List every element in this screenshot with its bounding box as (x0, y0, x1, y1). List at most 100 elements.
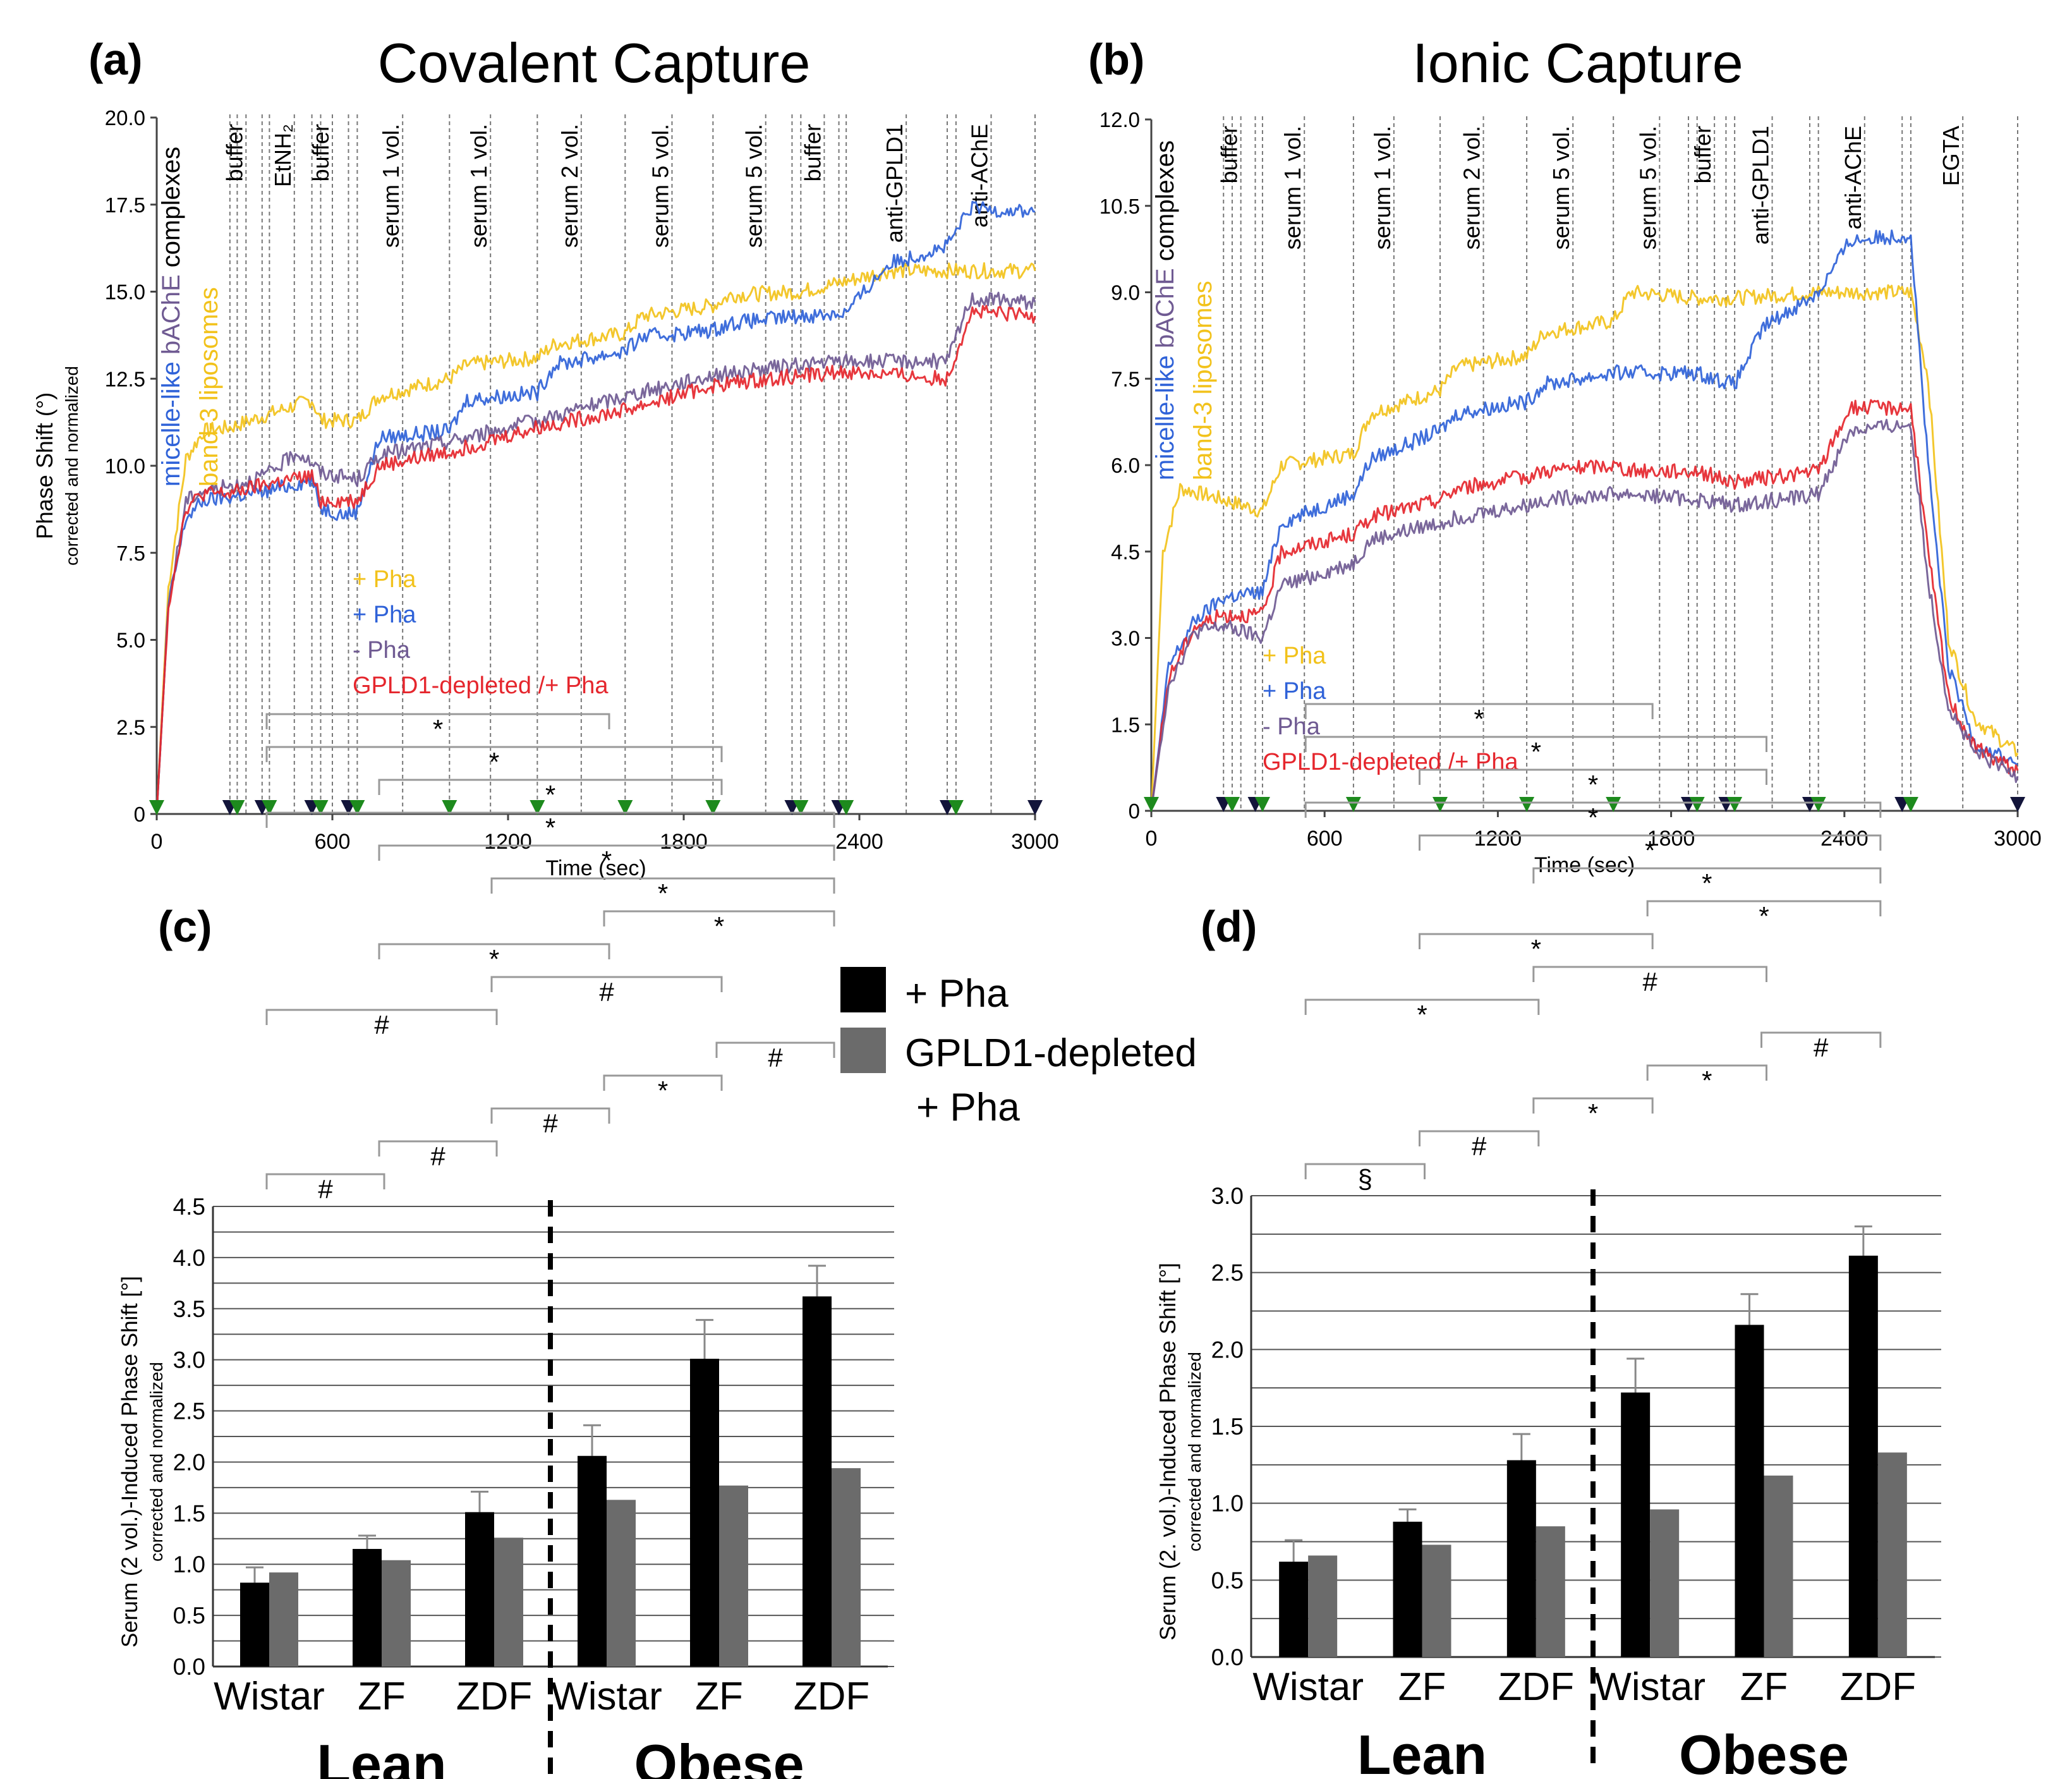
event-label: serum 1 vol. (466, 124, 492, 248)
x-tick-label: 3000 (1011, 830, 1059, 854)
y-tick-label: 4.5 (173, 1194, 205, 1220)
significance-label: * (489, 747, 499, 777)
y-axis-label: Serum (2. vol.)-Induced Phase Shift [°] (1156, 1263, 1180, 1641)
significance-label: * (1702, 1066, 1712, 1095)
x-tick-label: 0 (151, 830, 163, 854)
y-tick-label: 15.0 (105, 281, 145, 304)
x-tick-label: 1200 (484, 830, 532, 854)
group-label-lean: Lean (317, 1733, 446, 1779)
y-tick-label: 0.5 (173, 1603, 205, 1629)
bar-pha (578, 1455, 607, 1667)
bar-pha (1848, 1255, 1878, 1657)
significance-bracket (1419, 768, 1767, 785)
y-tick-label: 1.5 (173, 1500, 205, 1526)
bar-gpld1-depleted (494, 1538, 523, 1667)
legend-swatch-pha (840, 967, 886, 1012)
significance-label: # (543, 1108, 558, 1138)
series-line-gpld1-depleted-pha (155, 305, 1036, 815)
bar-pha (803, 1296, 832, 1667)
significance-label: * (602, 846, 612, 875)
bar-gpld1-depleted (1422, 1545, 1451, 1657)
y-axis-sublabel: corrected and normalized (147, 1362, 166, 1562)
legend-swatch-gpld1 (840, 1028, 886, 1073)
significance-bracket (1760, 1031, 1882, 1048)
bar-pha (465, 1512, 494, 1667)
event-label: EtNH₂ (270, 124, 296, 187)
event-marker-triangle (1519, 797, 1535, 812)
bar-gpld1-depleted (1877, 1452, 1907, 1657)
category-label: Wistar (551, 1675, 662, 1718)
y-tick-label: 4.5 (1111, 540, 1140, 564)
significance-bracket (265, 1173, 385, 1189)
y-tick-label: 7.5 (1111, 367, 1140, 391)
significance-bracket (1419, 834, 1882, 851)
legend-entry: - Pha (353, 637, 411, 664)
group-label-obese: Obese (1679, 1723, 1849, 1779)
category-label: ZF (358, 1675, 406, 1718)
category-label: ZF (695, 1675, 743, 1718)
significance-label: # (599, 977, 614, 1007)
series-line-gpld1-depleted-pha (1150, 399, 2019, 811)
event-marker-triangle (313, 800, 329, 815)
x-tick-label: 1800 (660, 830, 708, 854)
y-tick-label: 5.0 (116, 629, 145, 652)
significance-label: * (1417, 1000, 1427, 1029)
y-tick-label: 9.0 (1111, 281, 1140, 305)
y-axis-sublabel: corrected and normalized (62, 366, 82, 566)
significance-label: # (1472, 1131, 1487, 1161)
legend-entry: GPLD1-depleted /+ Pha (1263, 749, 1518, 775)
legend-entry: + Pha (353, 602, 416, 628)
category-label: ZDF (1840, 1665, 1917, 1709)
legend-entry: + Pha (1263, 643, 1326, 669)
bar-pha (240, 1582, 269, 1667)
event-marker-triangle (1727, 797, 1743, 812)
y-tick-label: 6.0 (1111, 454, 1140, 477)
significance-label: * (489, 944, 499, 974)
group-label-obese: Obese (634, 1733, 804, 1779)
event-marker-triangle (1689, 797, 1705, 812)
y-tick-label: 12.0 (1100, 108, 1140, 131)
event-label: anti-AChE (1840, 126, 1866, 229)
group-label-lean: Lean (1357, 1723, 1487, 1779)
y-tick-label: 0.5 (1211, 1567, 1244, 1593)
bar-gpld1-depleted (607, 1500, 636, 1667)
significance-label: * (1759, 901, 1769, 931)
y-tick-label: 3.5 (173, 1296, 205, 1322)
significance-label: * (1702, 868, 1712, 898)
bar-gpld1-depleted (719, 1485, 748, 1667)
panel-letter: (d) (1201, 902, 1257, 951)
x-axis-label: Time (sec) (1534, 853, 1635, 877)
significance-label: * (545, 813, 555, 842)
bar-gpld1-depleted (1764, 1475, 1793, 1657)
vertical-label-part: complexes (157, 147, 185, 267)
significance-bracket (1304, 736, 1767, 752)
significance-bracket (715, 1041, 835, 1058)
event-label: serum 5 vol. (647, 124, 673, 248)
event-label: serum 5 vol. (1635, 126, 1661, 250)
bar-pha (1621, 1392, 1651, 1657)
y-tick-label: 0.0 (1211, 1644, 1244, 1670)
y-axis-label: Serum (2 vol.)-Induced Phase Shift [°] (118, 1276, 142, 1648)
significance-bracket (1419, 933, 1654, 949)
legend-label-gpld1-line2: + Pha (916, 1086, 1020, 1129)
bar-pha (353, 1548, 382, 1667)
event-label: serum 5 vol. (1548, 126, 1574, 250)
vertical-series-label: band-3 liposomes (1189, 281, 1217, 480)
y-tick-label: 3.0 (1211, 1183, 1244, 1209)
event-marker-triangle (149, 800, 164, 815)
event-marker-triangle (2010, 797, 2025, 812)
panel-letter: (a) (88, 35, 143, 84)
event-marker-triangle (705, 800, 721, 815)
y-tick-label: 0 (1129, 799, 1140, 823)
legend-entry: - Pha (1263, 713, 1321, 740)
series-line-band-3-liposomes-pha (1150, 284, 2019, 811)
significance-bracket (490, 877, 835, 894)
x-tick-label: 1200 (1474, 827, 1522, 851)
chart-title: Covalent Capture (378, 32, 811, 94)
significance-bracket (1304, 703, 1654, 719)
panel-a-covalent-capture: (a) Covalent Capture buffer EtNH₂ buffer seru… (32, 32, 1059, 880)
category-label: ZDF (1498, 1665, 1575, 1709)
bar-gpld1-depleted (1308, 1555, 1338, 1657)
legend-entry: + Pha (1263, 678, 1326, 705)
significance-label: * (1588, 1098, 1598, 1128)
